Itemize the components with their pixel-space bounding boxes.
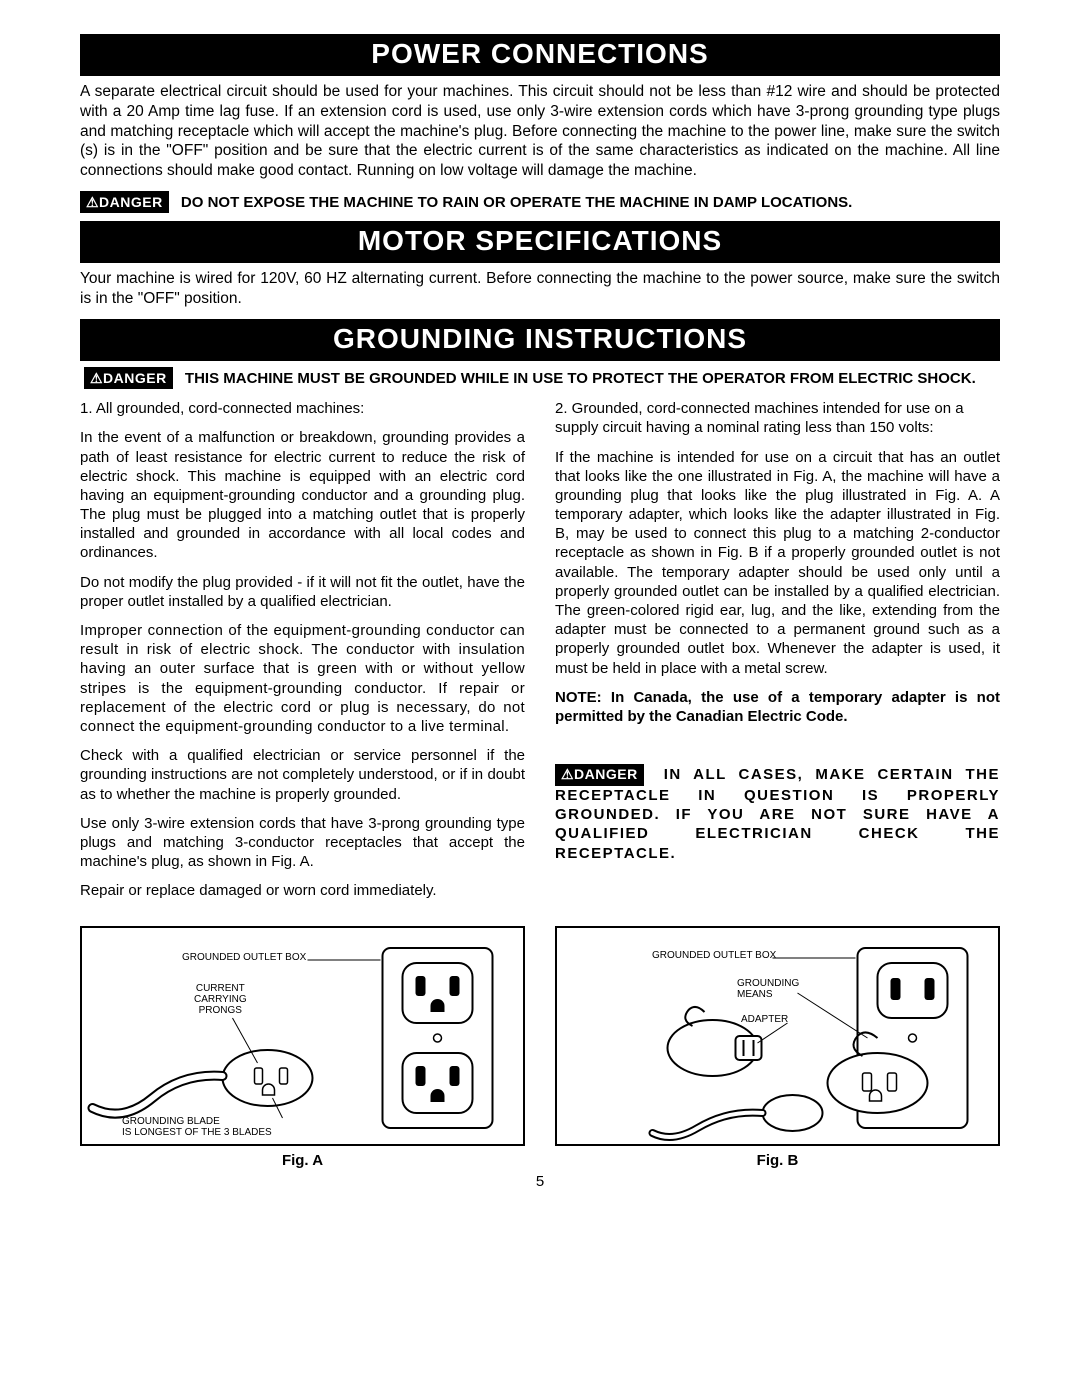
figure-b-box: GROUNDED OUTLET BOX GROUNDING MEANS ADAP… [555, 926, 1000, 1146]
danger-rain-row: ⚠DANGER DO NOT EXPOSE THE MACHINE TO RAI… [80, 191, 1000, 213]
danger-receptacle-row: ⚠DANGER IN ALL CASES, MAKE CERTAIN THE R… [555, 764, 1000, 863]
figA-label-blade: GROUNDING BLADE IS LONGEST OF THE 3 BLAD… [122, 1116, 272, 1138]
figA-caption: Fig. A [80, 1152, 525, 1169]
page-number: 5 [80, 1173, 1000, 1190]
figure-a-box: GROUNDED OUTLET BOX CURRENT CARRYING PRO… [80, 926, 525, 1146]
section-header-motor: MOTOR SPECIFICATIONS [80, 221, 1000, 263]
col2-p1: 2. Grounded, cord-connected machines int… [555, 399, 1000, 437]
col1-p3: Do not modify the plug provided - if it … [80, 573, 525, 611]
col1-p7: Repair or replace damaged or worn cord i… [80, 881, 525, 900]
danger-ground-text: THIS MACHINE MUST BE GROUNDED WHILE IN U… [185, 370, 976, 387]
danger-badge: ⚠DANGER [84, 367, 173, 389]
danger-rain-text: DO NOT EXPOSE THE MACHINE TO RAIN OR OPE… [181, 194, 852, 211]
motor-body: Your machine is wired for 120V, 60 HZ al… [80, 269, 1000, 309]
danger-ground-row: ⚠DANGER THIS MACHINE MUST BE GROUNDED WH… [80, 367, 1000, 389]
section-header-power: POWER CONNECTIONS [80, 34, 1000, 76]
col1-p1: 1. All grounded, cord-connected machines… [80, 399, 525, 418]
col2-p2: If the machine is intended for use on a … [555, 448, 1000, 678]
section-header-grounding: GROUNDING INSTRUCTIONS [80, 319, 1000, 361]
figB-label-means: GROUNDING MEANS [737, 978, 799, 1000]
danger-badge: ⚠DANGER [555, 764, 644, 786]
figure-b-wrap: GROUNDED OUTLET BOX GROUNDING MEANS ADAP… [555, 926, 1000, 1169]
col2-note: NOTE: In Canada, the use of a temporary … [555, 688, 1000, 726]
column-left: 1. All grounded, cord-connected machines… [80, 399, 525, 910]
figA-label-outlet: GROUNDED OUTLET BOX [182, 952, 306, 963]
power-body: A separate electrical circuit should be … [80, 82, 1000, 181]
figB-label-outlet: GROUNDED OUTLET BOX [652, 950, 776, 961]
col1-p5: Check with a qualified electrician or se… [80, 746, 525, 804]
figB-caption: Fig. B [555, 1152, 1000, 1169]
col1-p2: In the event of a malfunction or breakdo… [80, 428, 525, 562]
figure-b-svg [557, 928, 998, 1144]
danger-badge: ⚠DANGER [80, 191, 169, 213]
column-right: 2. Grounded, cord-connected machines int… [555, 399, 1000, 910]
figB-label-adapter: ADAPTER [741, 1014, 788, 1025]
figure-a-wrap: GROUNDED OUTLET BOX CURRENT CARRYING PRO… [80, 926, 525, 1169]
figA-label-prongs: CURRENT CARRYING PRONGS [194, 983, 247, 1016]
col1-p6: Use only 3-wire extension cords that hav… [80, 814, 525, 872]
col1-p4: Improper connection of the equipment-gro… [80, 621, 525, 736]
